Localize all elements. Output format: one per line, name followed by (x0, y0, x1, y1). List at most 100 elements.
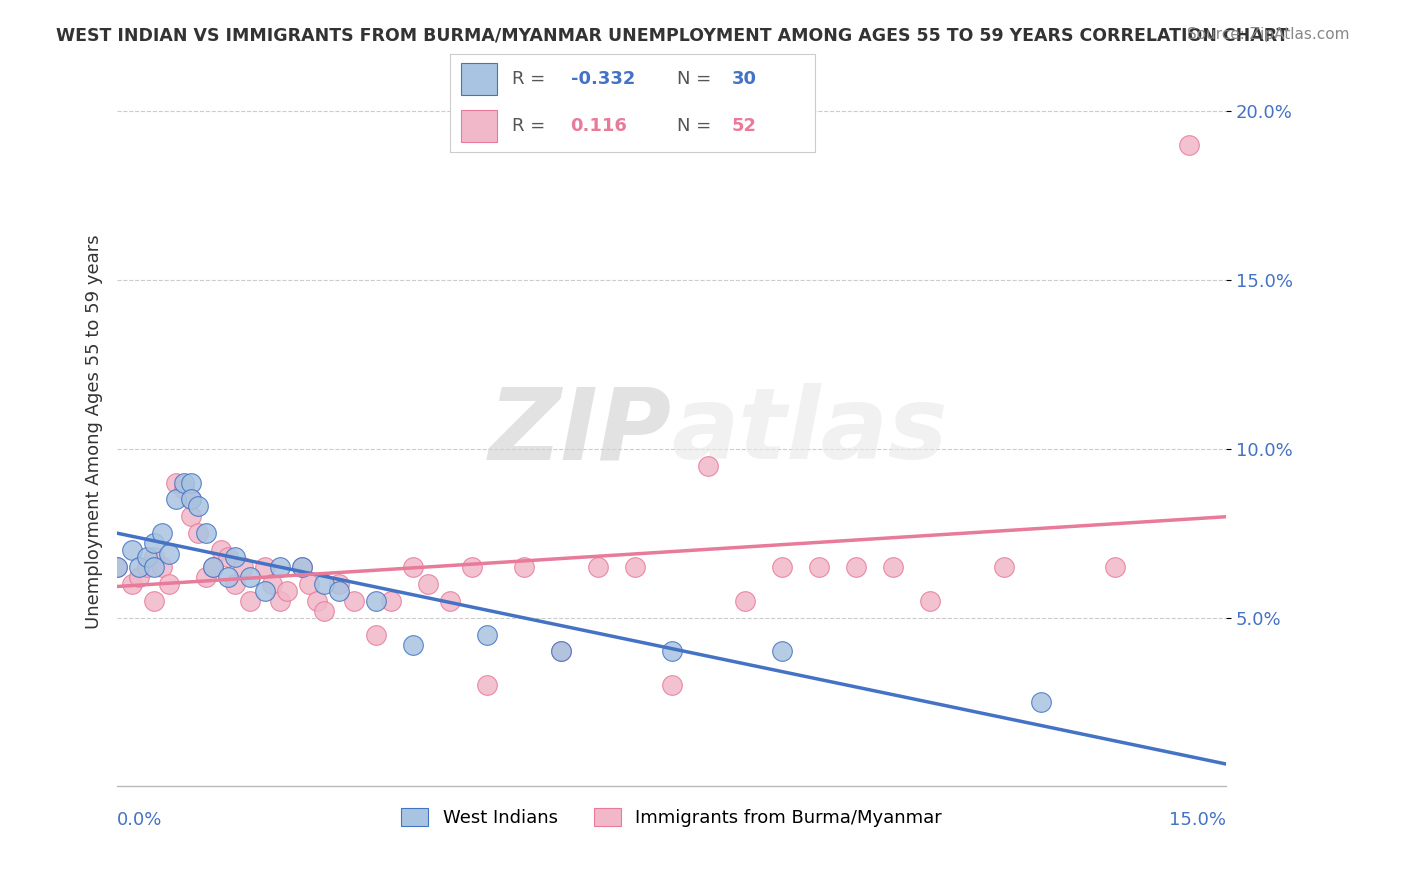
Point (239, 570, 262, 584)
Point (1029, 695, 1052, 709)
Point (291, 560, 314, 574)
Point (314, 577, 336, 591)
Point (262, 577, 284, 591)
Text: 15.0%: 15.0% (1168, 812, 1226, 830)
Text: 0.0%: 0.0% (117, 812, 163, 830)
Point (173, 475, 195, 490)
Point (328, 577, 350, 591)
Point (661, 644, 683, 658)
Point (143, 536, 166, 550)
Point (180, 492, 202, 507)
Point (461, 560, 484, 574)
Point (253, 583, 276, 598)
Point (157, 577, 180, 591)
Point (402, 560, 425, 574)
Point (239, 594, 262, 608)
Point (194, 570, 217, 584)
Point (143, 549, 166, 564)
Point (697, 458, 720, 473)
Point (128, 570, 150, 584)
Point (920, 594, 942, 608)
Point (882, 560, 904, 574)
Point (165, 475, 187, 490)
Point (298, 577, 321, 591)
Point (269, 594, 291, 608)
Point (1104, 560, 1126, 574)
Text: WEST INDIAN VS IMMIGRANTS FROM BURMA/MYANMAR UNEMPLOYMENT AMONG AGES 55 TO 59 YE: WEST INDIAN VS IMMIGRANTS FROM BURMA/MYA… (56, 27, 1289, 45)
Point (475, 627, 498, 641)
Point (150, 560, 173, 574)
Text: R =: R = (512, 117, 551, 135)
Point (364, 594, 387, 608)
Point (314, 604, 336, 618)
Point (770, 644, 793, 658)
Point (202, 560, 225, 574)
Point (661, 678, 683, 692)
Point (623, 560, 645, 574)
Point (364, 627, 387, 641)
Y-axis label: Unemployment Among Ages 55 to 59 years: Unemployment Among Ages 55 to 59 years (86, 235, 103, 629)
Point (402, 638, 425, 652)
Point (187, 500, 209, 514)
Legend: West Indians, Immigrants from Burma/Myanmar: West Indians, Immigrants from Burma/Myan… (394, 800, 949, 834)
Point (194, 526, 217, 541)
Point (135, 549, 157, 564)
Point (328, 583, 350, 598)
Text: 52: 52 (731, 117, 756, 135)
Point (143, 594, 166, 608)
Point (734, 594, 756, 608)
Point (224, 577, 246, 591)
Point (291, 560, 314, 574)
Point (550, 644, 572, 658)
Point (224, 549, 246, 564)
Point (439, 594, 461, 608)
Text: -0.332: -0.332 (571, 70, 636, 88)
Point (232, 560, 254, 574)
Point (217, 549, 239, 564)
Point (121, 577, 143, 591)
Point (770, 560, 793, 574)
Text: 30: 30 (731, 70, 756, 88)
Point (475, 678, 498, 692)
Point (1178, 138, 1201, 153)
Text: R =: R = (512, 70, 551, 88)
Point (253, 560, 276, 574)
Text: N =: N = (676, 117, 717, 135)
Text: ZIP: ZIP (488, 384, 672, 481)
Point (173, 483, 195, 497)
Point (180, 509, 202, 524)
FancyBboxPatch shape (461, 111, 498, 142)
Point (845, 560, 868, 574)
Point (550, 644, 572, 658)
FancyBboxPatch shape (461, 63, 498, 95)
Point (993, 560, 1015, 574)
Point (105, 560, 128, 574)
Point (128, 560, 150, 574)
Text: Source: ZipAtlas.com: Source: ZipAtlas.com (1187, 27, 1350, 42)
Point (808, 560, 831, 574)
Point (202, 560, 225, 574)
Point (512, 560, 534, 574)
Text: N =: N = (676, 70, 717, 88)
Point (276, 583, 298, 598)
Text: atlas: atlas (672, 384, 948, 481)
Point (143, 560, 166, 574)
Point (187, 526, 209, 541)
Point (150, 526, 173, 541)
Point (380, 594, 402, 608)
Point (121, 543, 143, 558)
Point (305, 594, 328, 608)
Point (269, 560, 291, 574)
Point (157, 547, 180, 561)
Point (586, 560, 609, 574)
Point (416, 577, 439, 591)
Point (209, 543, 232, 558)
Text: 0.116: 0.116 (571, 117, 627, 135)
Point (180, 475, 202, 490)
Point (165, 492, 187, 507)
Point (135, 560, 157, 574)
Point (217, 570, 239, 584)
Point (105, 560, 128, 574)
Point (343, 594, 366, 608)
Point (180, 492, 202, 507)
